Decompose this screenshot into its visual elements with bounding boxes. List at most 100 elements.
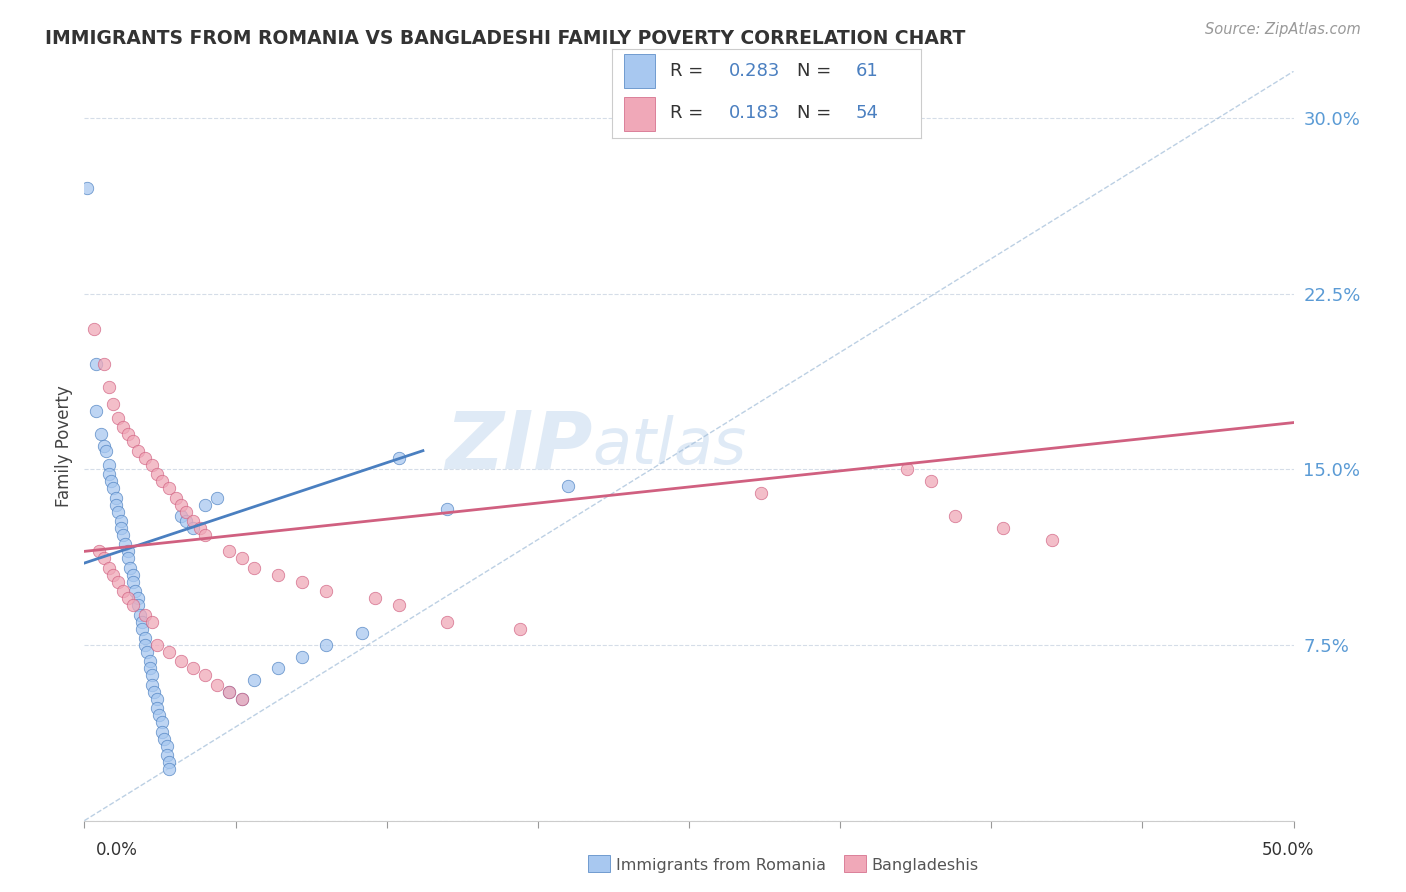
Point — [148, 708, 170, 723]
Point — [107, 574, 129, 589]
Point — [1040, 533, 1063, 547]
Point — [112, 528, 135, 542]
Text: atlas: atlas — [592, 415, 747, 477]
Point — [557, 479, 579, 493]
Point — [157, 645, 180, 659]
Point — [207, 678, 229, 692]
Text: ZIP: ZIP — [444, 407, 592, 485]
Point — [150, 715, 173, 730]
Point — [920, 474, 942, 488]
Point — [110, 521, 132, 535]
Point — [174, 505, 197, 519]
Point — [103, 567, 125, 582]
Text: R =: R = — [671, 62, 710, 80]
Point — [141, 615, 163, 629]
Bar — [624, 97, 655, 131]
Point — [94, 443, 117, 458]
Point — [141, 458, 163, 472]
Point — [90, 427, 112, 442]
Point — [231, 551, 253, 566]
Point — [138, 655, 160, 669]
Point — [181, 521, 204, 535]
Point — [155, 747, 177, 762]
Point — [155, 739, 177, 753]
Point — [207, 491, 229, 505]
Text: N =: N = — [797, 104, 837, 122]
Point — [165, 491, 187, 505]
Text: R =: R = — [671, 104, 710, 122]
Text: 54: 54 — [856, 104, 879, 122]
Point — [134, 607, 156, 622]
Point — [157, 755, 180, 769]
Point — [86, 357, 108, 371]
Text: N =: N = — [797, 62, 837, 80]
Point — [388, 450, 411, 465]
Point — [315, 638, 337, 652]
Point — [509, 622, 531, 636]
Point — [127, 443, 149, 458]
Point — [120, 561, 142, 575]
Point — [136, 645, 159, 659]
Point — [138, 661, 160, 675]
Point — [141, 678, 163, 692]
Text: 0.0%: 0.0% — [96, 840, 138, 858]
Point — [146, 701, 169, 715]
Point — [146, 467, 169, 482]
Text: Source: ZipAtlas.com: Source: ZipAtlas.com — [1205, 22, 1361, 37]
Point — [242, 673, 264, 688]
Point — [170, 509, 193, 524]
Point — [388, 599, 411, 613]
Point — [97, 467, 120, 482]
Point — [218, 685, 240, 699]
Point — [103, 481, 125, 495]
Point — [194, 528, 217, 542]
Point — [315, 584, 337, 599]
Point — [267, 567, 290, 582]
Point — [117, 544, 139, 558]
Text: 61: 61 — [856, 62, 879, 80]
Point — [117, 427, 139, 442]
Point — [218, 544, 240, 558]
Point — [194, 668, 217, 682]
Point — [117, 551, 139, 566]
Text: Bangladeshis: Bangladeshis — [872, 858, 979, 872]
Point — [143, 685, 166, 699]
Point — [124, 584, 146, 599]
Point — [134, 631, 156, 645]
Point — [141, 668, 163, 682]
Point — [150, 474, 173, 488]
Point — [267, 661, 290, 675]
Point — [231, 692, 253, 706]
Point — [181, 661, 204, 675]
Point — [107, 411, 129, 425]
Point — [112, 584, 135, 599]
Point — [943, 509, 966, 524]
Bar — [624, 54, 655, 88]
Point — [170, 498, 193, 512]
Point — [103, 397, 125, 411]
Point — [134, 450, 156, 465]
Point — [121, 574, 143, 589]
Point — [190, 521, 212, 535]
Point — [131, 622, 153, 636]
Point — [97, 561, 120, 575]
Point — [127, 591, 149, 606]
Point — [121, 567, 143, 582]
Point — [104, 491, 127, 505]
Point — [127, 599, 149, 613]
Point — [751, 485, 773, 500]
Point — [170, 655, 193, 669]
Point — [93, 551, 115, 566]
Point — [104, 498, 127, 512]
Point — [993, 521, 1015, 535]
Point — [121, 434, 143, 449]
Point — [194, 498, 217, 512]
Point — [110, 514, 132, 528]
Point — [86, 404, 108, 418]
Point — [150, 724, 173, 739]
Point — [129, 607, 152, 622]
Point — [242, 561, 264, 575]
Point — [363, 591, 385, 606]
Point — [896, 462, 918, 476]
Point — [291, 649, 314, 664]
